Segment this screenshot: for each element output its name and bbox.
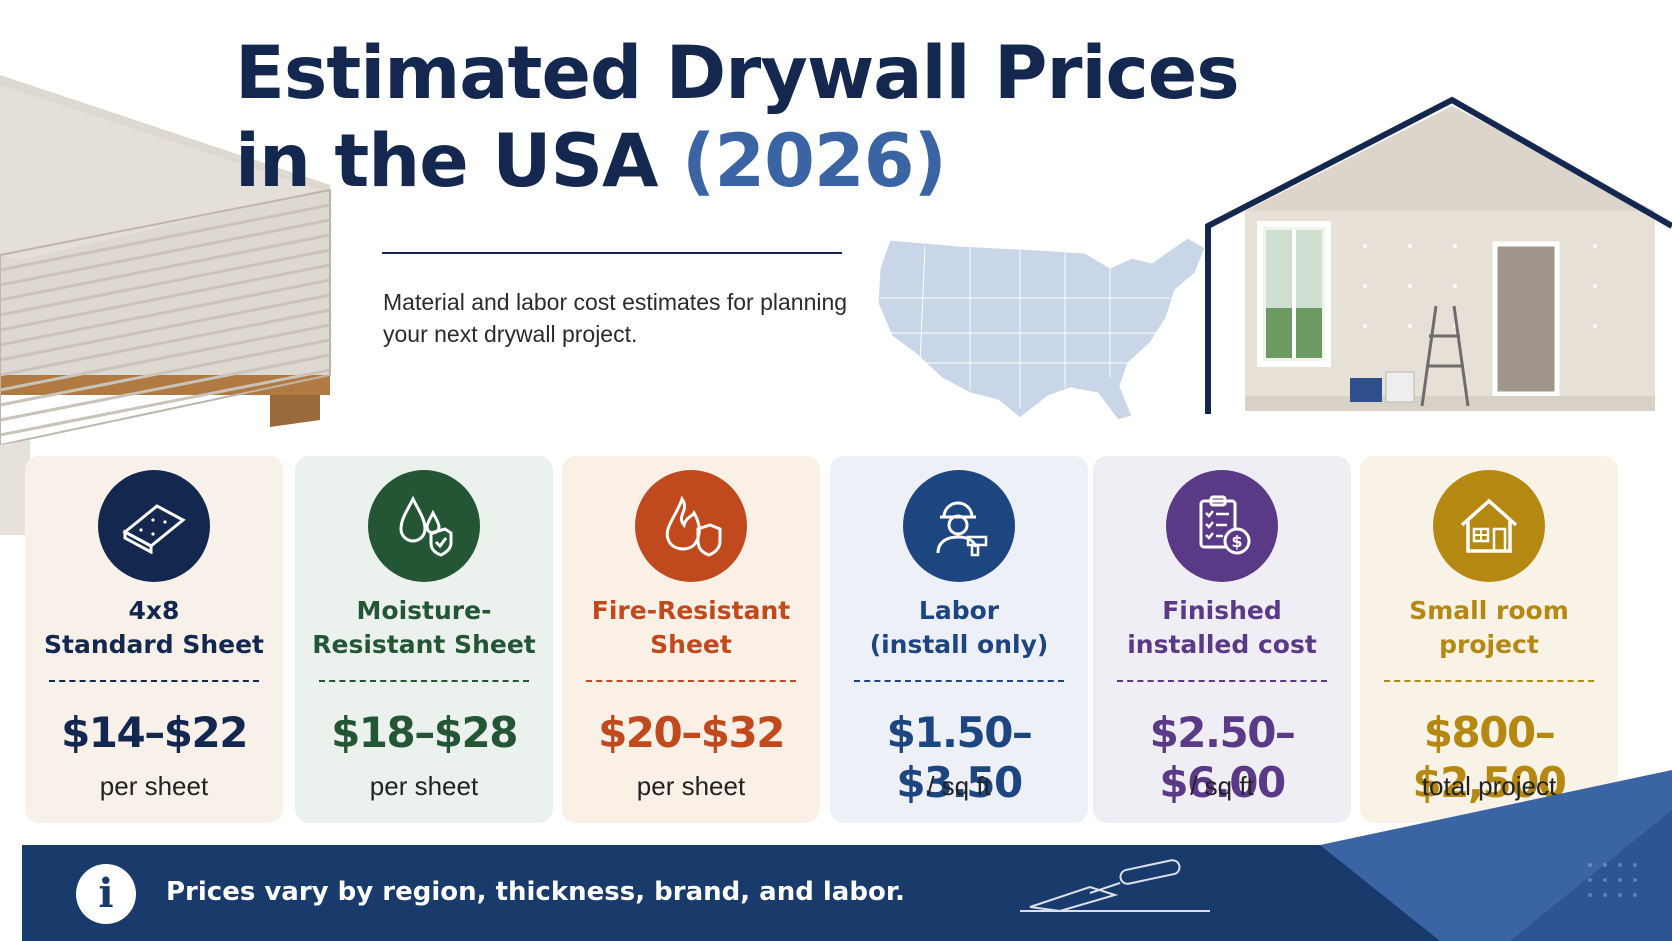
- card-price: $2.50–$6.00: [1149, 708, 1296, 807]
- card-price: $1.50–$3.50: [886, 708, 1033, 807]
- clipboard-dollar-icon: $: [1166, 470, 1278, 582]
- card-price: $800–$2,500: [1412, 708, 1567, 807]
- card-price: $18–$28: [331, 708, 518, 757]
- page-title: Estimated Drywall Prices in the USA (202…: [235, 30, 1240, 206]
- card-standard-sheet: 4x8 Standard Sheet $14–$22 per sheet: [25, 456, 283, 823]
- title-line-2: in the USA: [235, 119, 682, 204]
- footer-accent-shape: [1320, 770, 1672, 941]
- drywall-sheet-icon: [98, 470, 210, 582]
- card-fire-resistant: Fire-Resistant Sheet $20–$32 per sheet: [562, 456, 820, 823]
- title-line-1: Estimated Drywall Prices: [235, 31, 1240, 116]
- info-icon: i: [76, 864, 136, 924]
- water-drop-shield-icon: [368, 470, 480, 582]
- card-label: Finished installed cost: [1127, 596, 1317, 659]
- card-small-room: Small room project $800–$2,500 total pro…: [1360, 456, 1618, 823]
- card-price: $14–$22: [61, 708, 248, 757]
- card-label: Moisture- Resistant Sheet: [312, 596, 536, 659]
- card-labor: Labor (install only) $1.50–$3.50 / sq ft: [830, 456, 1088, 823]
- card-unit: / sq ft: [927, 771, 991, 801]
- card-label: Fire-Resistant Sheet: [591, 596, 791, 659]
- house-icon: [1433, 470, 1545, 582]
- card-divider: [319, 680, 529, 682]
- house-interior-image: [1205, 96, 1672, 414]
- footer-note: Prices vary by region, thickness, brand,…: [166, 877, 905, 907]
- card-price: $20–$32: [598, 708, 785, 757]
- title-divider: [382, 252, 842, 254]
- card-divider: [1117, 680, 1327, 682]
- worker-drill-icon: [903, 470, 1015, 582]
- card-unit: per sheet: [99, 771, 209, 801]
- svg-text:$: $: [1231, 532, 1242, 551]
- card-unit: total project: [1421, 771, 1557, 801]
- card-unit: / sq ft: [1190, 771, 1254, 801]
- card-unit: per sheet: [636, 771, 746, 801]
- flame-shield-icon: [635, 470, 747, 582]
- card-divider: [1384, 680, 1594, 682]
- drywall-stack-image: [0, 75, 331, 535]
- subtitle: Material and labor cost estimates for pl…: [383, 289, 848, 347]
- card-divider: [49, 680, 259, 682]
- card-divider: [586, 680, 796, 682]
- card-moisture-resistant: Moisture- Resistant Sheet $18–$28 per sh…: [295, 456, 553, 823]
- trowel-icon: [1020, 859, 1210, 913]
- price-cards: 4x8 Standard Sheet $14–$22 per sheet Moi…: [25, 456, 1625, 825]
- card-finished-installed: $ Finished installed cost $2.50–$6.00 / …: [1093, 456, 1351, 823]
- card-label: Small room project: [1409, 596, 1569, 659]
- title-year: (2026): [681, 119, 947, 204]
- us-map-icon: [877, 237, 1206, 421]
- card-label: Labor (install only): [869, 596, 1049, 659]
- card-unit: per sheet: [369, 771, 479, 801]
- card-label: 4x8 Standard Sheet: [44, 596, 264, 659]
- card-divider: [854, 680, 1064, 682]
